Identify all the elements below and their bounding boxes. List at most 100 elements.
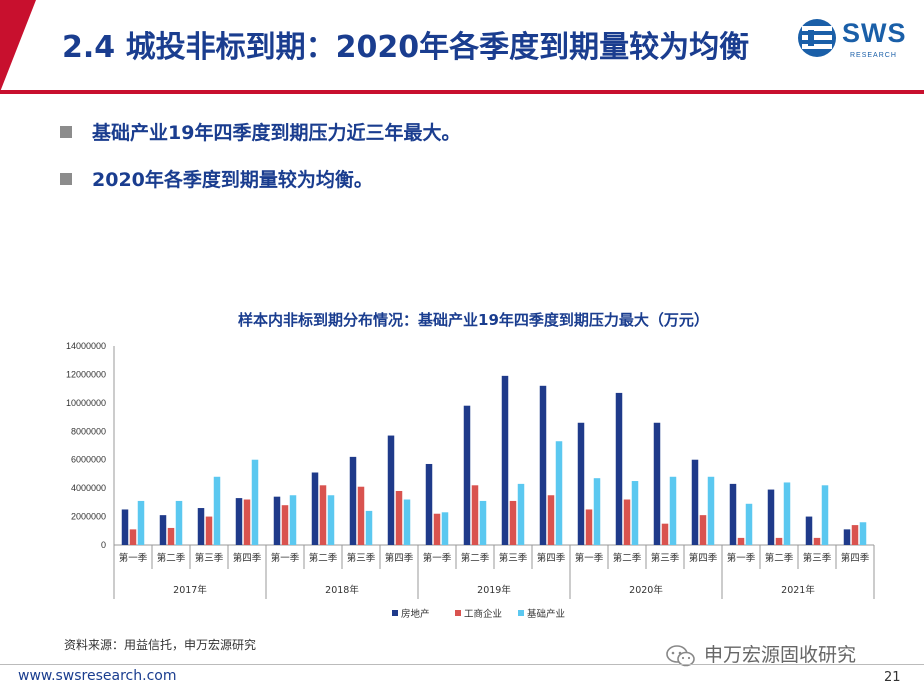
bar-房地产 (615, 392, 623, 545)
bar-工商企业 (547, 495, 555, 545)
wechat-icon (666, 644, 695, 666)
x-group-label: 2021年 (781, 584, 815, 596)
red-accent-triangle (0, 0, 36, 92)
x-category-label: 第四季 (841, 552, 870, 564)
x-category-label: 第一季 (271, 552, 300, 564)
bar-房地产 (349, 456, 357, 545)
bar-房地产 (197, 508, 205, 545)
x-category-label: 第四季 (537, 552, 566, 564)
bar-基础产业 (631, 481, 639, 545)
bar-基础产业 (593, 478, 601, 545)
x-category-label: 第二季 (613, 552, 642, 564)
bar-房地产 (653, 422, 661, 545)
x-group-label: 2020年 (629, 584, 663, 596)
footer-url[interactable]: www.swsresearch.com (18, 668, 177, 684)
bar-基础产业 (821, 485, 829, 545)
x-category-label: 第四季 (689, 552, 718, 564)
x-category-label: 第二季 (309, 552, 338, 564)
watermark-text: 申万宏源固收研究 (704, 644, 857, 666)
y-tick-label: 12000000 (66, 369, 106, 379)
y-tick-label: 4000000 (71, 483, 106, 493)
bar-chart: 0 2000000 4000000 6000000 8000000 10000000 120… (66, 341, 875, 620)
bar-基础产业 (669, 476, 677, 545)
source-note: 资料来源：用益信托，申万宏源研究 (64, 638, 257, 652)
footer-divider (0, 664, 924, 665)
bar-工商企业 (433, 513, 441, 545)
y-tick-label: 14000000 (66, 341, 106, 351)
bar-基础产业 (403, 499, 411, 545)
bar-基础产业 (251, 459, 259, 545)
bar-房地产 (729, 483, 737, 545)
bar-工商企业 (471, 485, 479, 545)
bar-基础产业 (745, 503, 753, 545)
bar-工商企业 (167, 527, 175, 545)
bar-工商企业 (737, 537, 745, 545)
bar-工商企业 (623, 499, 631, 545)
x-category-label: 第三季 (195, 552, 224, 564)
wechat-watermark: 申万宏源固收研究 (666, 640, 856, 667)
x-category-label: 第四季 (233, 552, 262, 564)
bar-房地产 (577, 422, 585, 545)
x-category-label: 第二季 (461, 552, 490, 564)
bar-房地产 (159, 515, 167, 545)
legend-swatch-房地产 (392, 610, 398, 616)
x-category-label: 第一季 (575, 552, 604, 564)
bar-工商企业 (129, 529, 137, 545)
x-category-label: 第三季 (499, 552, 528, 564)
x-category-label: 第一季 (119, 552, 148, 564)
bar-房地产 (767, 489, 775, 545)
title-bar: 2.4 城投非标到期：2020年各季度到期量较为均衡 SWS RESEARCH (0, 0, 924, 92)
bar-基础产业 (859, 522, 867, 545)
bar-房地产 (235, 498, 243, 545)
bar-工商企业 (699, 515, 707, 545)
legend-label: 工商企业 (464, 608, 502, 620)
bar-工商企业 (205, 516, 213, 545)
page-number: 21 (884, 670, 901, 685)
bar-工商企业 (319, 485, 327, 545)
logo-subtext: RESEARCH (850, 52, 897, 59)
page-title: 2.4 城投非标到期：2020年各季度到期量较为均衡 (62, 30, 750, 65)
bar-工商企业 (661, 523, 669, 545)
legend-label: 房地产 (401, 608, 430, 620)
x-category-label: 第二季 (157, 552, 186, 564)
y-tick-label: 0 (101, 540, 106, 550)
bar-房地产 (843, 529, 851, 545)
bar-工商企业 (813, 537, 821, 545)
bar-基础产业 (137, 500, 145, 545)
chart-title: 样本内非标到期分布情况：基础产业19年四季度到期压力最大（万元） (238, 311, 709, 329)
bar-基础产业 (479, 500, 487, 545)
bar-房地产 (311, 472, 319, 545)
bar-基础产业 (555, 441, 563, 545)
bar-房地产 (387, 435, 395, 545)
bar-房地产 (121, 509, 129, 545)
bullet-square-icon (60, 172, 72, 185)
bar-基础产业 (783, 482, 791, 545)
x-category-label: 第三季 (651, 552, 680, 564)
bar-房地产 (425, 463, 433, 545)
legend-swatch-基础产业 (518, 610, 524, 616)
x-category-label: 第一季 (423, 552, 452, 564)
bar-工商企业 (243, 499, 251, 545)
x-category-label: 第一季 (727, 552, 756, 564)
sws-logo-icon (798, 19, 836, 57)
bar-工商企业 (357, 486, 365, 545)
bar-房地产 (539, 385, 547, 545)
bar-工商企业 (585, 509, 593, 545)
y-tick-label: 2000000 (71, 512, 106, 522)
bar-房地产 (463, 405, 471, 545)
y-tick-label: 8000000 (71, 426, 106, 436)
bar-基础产业 (289, 495, 297, 545)
bullet-1: 基础产业19年四季度到期压力近三年最大。 (60, 118, 460, 145)
x-group-label: 2017年 (173, 584, 207, 596)
title-underline (0, 90, 924, 94)
bullet-2-text: 2020年各季度到期量较为均衡。 (92, 169, 373, 191)
y-tick-label: 6000000 (71, 455, 106, 465)
bar-基础产业 (707, 476, 715, 545)
legend-swatch-工商企业 (455, 610, 461, 616)
legend-label: 基础产业 (527, 608, 565, 620)
x-category-label: 第四季 (385, 552, 414, 564)
bullet-square-icon (60, 125, 72, 138)
bar-基础产业 (213, 476, 221, 545)
x-category-label: 第二季 (765, 552, 794, 564)
bar-基础产业 (441, 512, 449, 545)
